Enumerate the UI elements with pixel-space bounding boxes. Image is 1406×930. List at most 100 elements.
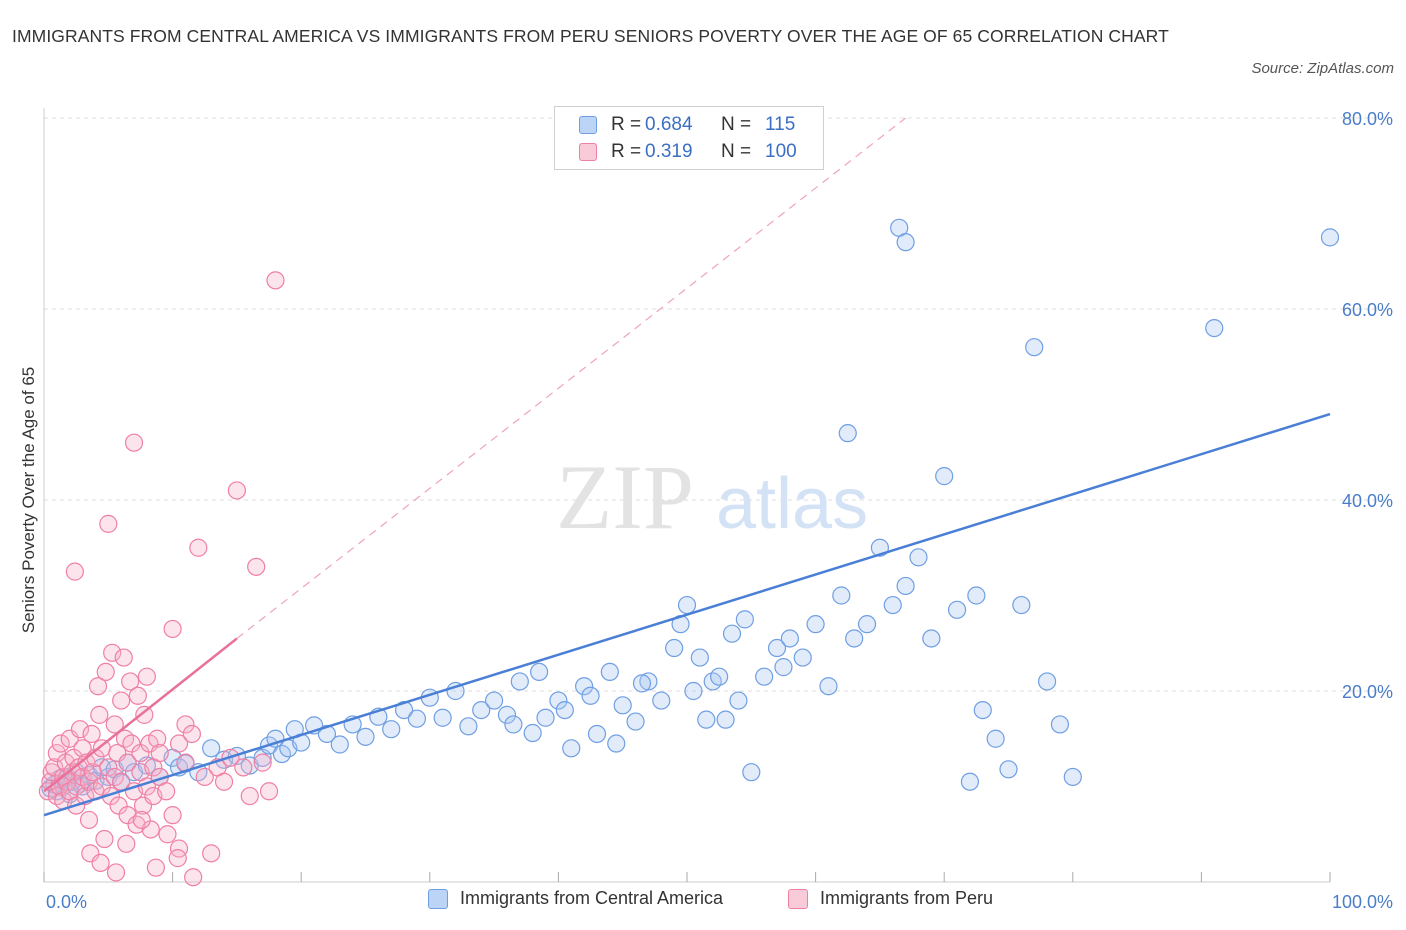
y-tick-label: 60.0%	[1342, 300, 1393, 320]
r-value: 0.684	[645, 114, 693, 135]
n-label: N =	[721, 141, 752, 162]
y-axis-label: Seniors Poverty Over the Age of 65	[19, 367, 38, 633]
legend-label: Immigrants from Central America	[460, 888, 724, 908]
chart-title: IMMIGRANTS FROM CENTRAL AMERICA VS IMMIG…	[12, 26, 1169, 46]
point-central-america	[793, 648, 812, 667]
point-central-america	[909, 548, 928, 567]
point-peru	[227, 481, 246, 500]
point-peru	[88, 677, 108, 696]
legend-item-peru[interactable]: Immigrants from Peru	[788, 888, 993, 909]
point-peru	[106, 863, 126, 882]
point-peru	[103, 643, 122, 662]
legend-swatch-pink	[788, 888, 808, 909]
point-central-america	[1012, 595, 1031, 615]
point-central-america	[1050, 715, 1070, 734]
point-central-america	[838, 424, 857, 443]
point-central-america	[575, 677, 594, 696]
watermark-atlas: atlas	[716, 464, 868, 544]
point-peru	[121, 672, 140, 691]
r-label: R =	[611, 114, 642, 135]
chart-source: Source: ZipAtlas.com	[1251, 60, 1394, 77]
n-value: 100	[765, 141, 797, 162]
point-central-america	[896, 576, 915, 596]
point-peru	[240, 786, 259, 806]
point-peru	[146, 858, 165, 877]
point-central-america	[883, 595, 902, 615]
watermark-zip: ZIP	[556, 446, 694, 548]
point-peru	[189, 538, 208, 557]
point-central-america	[581, 686, 600, 705]
legend-swatch-blue	[428, 888, 448, 909]
stats-legend-row-blue: R = 0.684 N = 115	[579, 112, 795, 138]
point-central-america	[485, 691, 504, 710]
point-central-america	[504, 715, 523, 734]
point-peru	[184, 868, 203, 887]
point-peru	[214, 772, 234, 791]
point-central-america	[697, 710, 716, 729]
point-central-america	[382, 720, 401, 739]
point-central-america	[845, 629, 864, 648]
point-central-america	[896, 233, 915, 252]
point-peru	[114, 648, 133, 667]
legend-item-central-america[interactable]: Immigrants from Central America	[428, 888, 723, 909]
point-central-america	[986, 729, 1005, 748]
point-peru	[96, 662, 115, 682]
point-central-america	[433, 708, 452, 727]
stats-legend-row-pink: R = 0.319 N = 100	[579, 139, 797, 165]
point-central-america	[523, 723, 542, 743]
x-tick-label: 0.0%	[46, 892, 87, 912]
point-peru	[169, 839, 189, 858]
point-central-america	[607, 734, 626, 753]
point-peru	[182, 724, 201, 744]
point-central-america	[806, 615, 825, 634]
x-tick-label: 100.0%	[1332, 892, 1393, 912]
point-central-america	[735, 610, 754, 629]
point-central-america	[407, 709, 427, 728]
point-central-america	[665, 638, 684, 658]
point-peru	[128, 686, 147, 705]
point-central-america	[935, 467, 954, 486]
point-central-america	[459, 717, 478, 736]
point-central-america	[755, 667, 774, 686]
point-central-america	[1025, 338, 1044, 357]
point-peru	[99, 514, 118, 533]
point-central-america	[780, 629, 799, 648]
point-central-america	[530, 662, 549, 682]
point-central-america	[819, 677, 838, 696]
point-peru	[247, 557, 266, 576]
point-central-america	[967, 586, 986, 605]
point-peru	[150, 743, 169, 763]
point-central-america	[639, 672, 658, 691]
point-peru	[163, 619, 182, 639]
point-central-america	[202, 739, 221, 758]
point-peru	[65, 562, 84, 581]
point-central-america	[317, 724, 337, 744]
point-peru	[112, 691, 131, 710]
point-central-america	[742, 763, 761, 782]
point-central-america	[684, 681, 703, 701]
point-peru	[266, 271, 285, 290]
y-tick-label: 20.0%	[1342, 682, 1393, 702]
point-central-america	[767, 638, 787, 658]
point-central-america	[922, 629, 941, 648]
legend-swatch-blue	[579, 116, 597, 134]
point-peru	[90, 705, 109, 724]
point-central-america	[497, 705, 517, 724]
y-tick-label: 80.0%	[1342, 109, 1393, 129]
point-central-america	[690, 648, 709, 667]
point-central-america	[1037, 672, 1057, 691]
point-peru	[259, 782, 279, 801]
point-central-america	[613, 696, 632, 715]
point-central-america	[960, 772, 980, 791]
point-peru	[158, 825, 177, 844]
point-central-america	[832, 586, 851, 605]
point-peru	[157, 782, 176, 801]
r-value: 0.319	[645, 141, 693, 162]
point-peru	[117, 834, 136, 853]
point-central-america	[1205, 319, 1224, 338]
point-central-america	[356, 727, 375, 746]
point-peru	[73, 739, 92, 758]
point-peru	[168, 849, 187, 868]
point-peru	[42, 763, 61, 782]
